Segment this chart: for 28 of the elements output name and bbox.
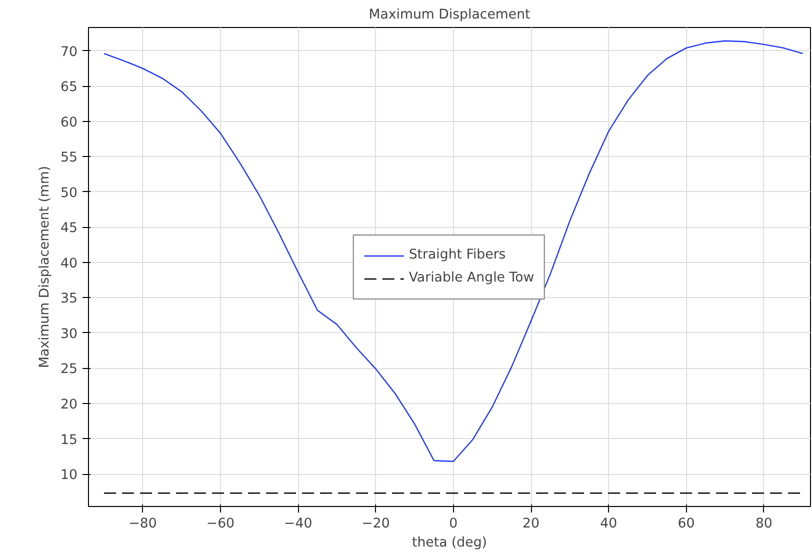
x-tick-label: −80 bbox=[128, 516, 157, 532]
legend-label: Variable Angle Tow bbox=[408, 270, 534, 286]
x-tick-label: 20 bbox=[522, 516, 540, 532]
x-tick-label: −40 bbox=[284, 516, 312, 532]
chart-title: Maximum Displacement bbox=[368, 8, 530, 22]
y-tick-label: 55 bbox=[60, 150, 78, 166]
legend-label: Straight Fibers bbox=[408, 248, 506, 262]
y-tick-label: 10 bbox=[60, 468, 78, 484]
x-tick-label: 0 bbox=[449, 516, 458, 532]
y-tick-label: 15 bbox=[60, 432, 78, 448]
x-tick-label: 60 bbox=[678, 516, 695, 532]
y-tick-label: 20 bbox=[60, 398, 78, 413]
y-tick-label: 65 bbox=[60, 80, 78, 96]
y-tick-label: 60 bbox=[60, 115, 78, 130]
x-tick-label: −20 bbox=[362, 516, 390, 532]
y-tick-label: 45 bbox=[60, 221, 78, 236]
y-tick-label: 70 bbox=[60, 44, 78, 60]
y-tick-label: 25 bbox=[60, 362, 78, 378]
x-tick-label: 40 bbox=[600, 516, 618, 532]
x-axis-title: theta (deg) bbox=[412, 536, 488, 550]
x-tick-label: −60 bbox=[206, 516, 235, 532]
y-tick-label: 40 bbox=[60, 256, 78, 272]
y-tick-label: 50 bbox=[60, 186, 78, 201]
y-tick-label: 35 bbox=[60, 292, 78, 307]
line-series bbox=[103, 40, 804, 462]
y-tick-label: 30 bbox=[60, 326, 78, 342]
y-axis-title: Maximum Displacement (mm) bbox=[38, 166, 53, 368]
x-tick-label: 80 bbox=[755, 516, 772, 532]
